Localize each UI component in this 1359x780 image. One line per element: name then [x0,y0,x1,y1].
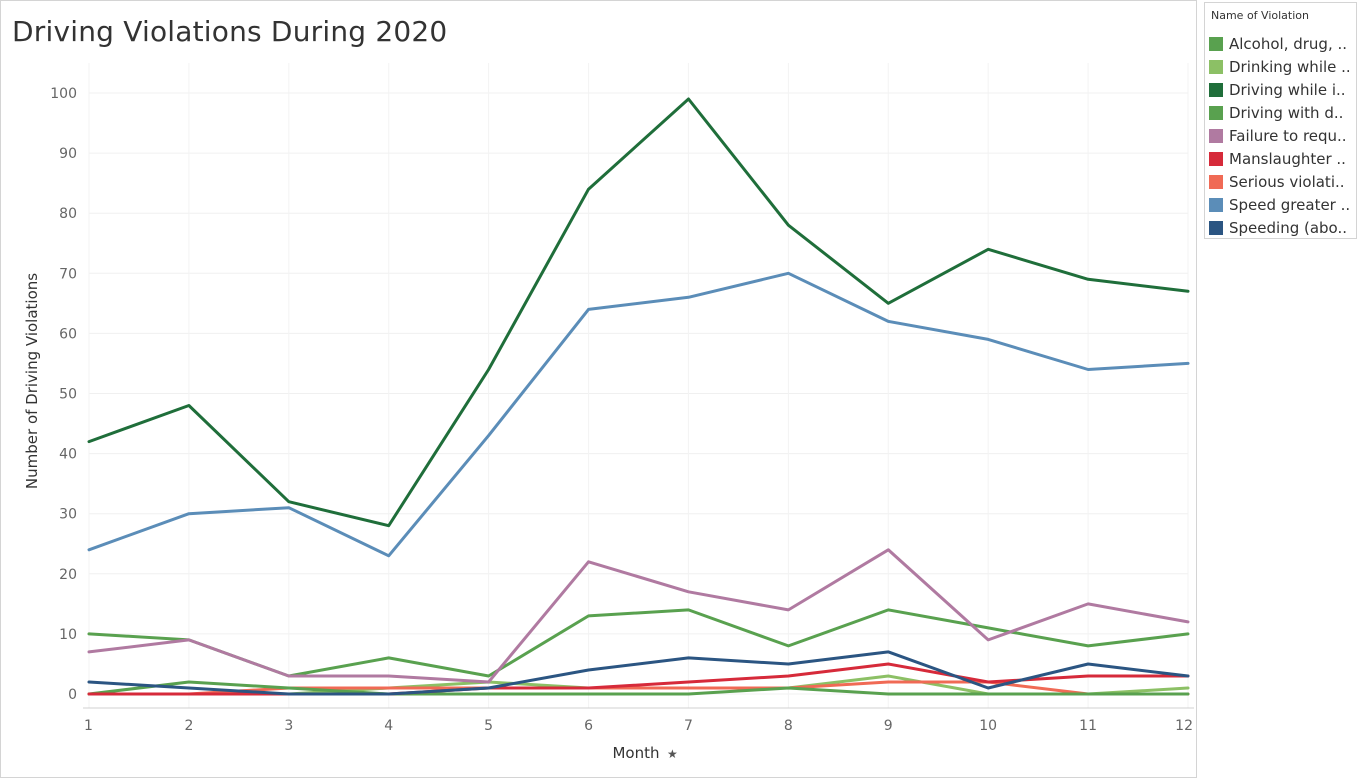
y-tick-label: 100 [50,86,77,102]
legend-label: Speeding (abo.. [1229,218,1348,237]
x-tick-label: 2 [184,718,193,734]
series-line-8 [87,271,1190,558]
legend-swatch [1209,128,1223,143]
series-line-1 [87,680,1190,696]
series-line-5 [87,548,1190,684]
legend-item[interactable]: Alcohol, drug, .. [1209,32,1354,55]
legend-item[interactable]: Speeding (abo.. [1209,216,1354,239]
y-tick-label: 60 [59,326,77,342]
legend-swatch [1209,197,1223,212]
x-tick-label: 7 [684,718,693,734]
legend-label: Speed greater .. [1229,195,1351,214]
legend-item[interactable]: Driving with d.. [1209,101,1354,124]
legend-swatch [1209,105,1223,120]
series-line-4 [87,608,1190,678]
legend-item[interactable]: Speed greater .. [1209,193,1354,216]
legend-item[interactable]: Driving while i.. [1209,78,1354,101]
y-tick-label: 10 [59,627,77,643]
x-tick-label: 3 [284,718,293,734]
x-tick-label: 5 [484,718,493,734]
legend-label: Failure to requ.. [1229,126,1347,145]
y-tick-label: 30 [59,507,77,523]
chart-title: Driving Violations During 2020 [12,15,448,48]
legend: Name of Violation Alcohol, drug, .. Drink… [1204,2,1357,239]
legend-label: Driving with d.. [1229,103,1344,122]
legend-swatch [1209,36,1223,51]
chart-area: Driving Violations During 2020 0 10 20 30 40… [0,0,1197,778]
legend-swatch [1209,82,1223,97]
x-tick-label: 12 [1175,718,1193,734]
series-line-9 [87,650,1190,696]
legend-swatch [1209,174,1223,189]
y-tick-label: 40 [59,447,77,463]
x-axis-title: Month [612,744,659,762]
x-tick-label: 9 [884,718,893,734]
y-tick-label: 80 [59,206,77,222]
y-axis-title: Number of Driving Violations [23,273,41,489]
y-tick-label: 90 [59,146,77,162]
legend-label: Driving while i.. [1229,80,1346,99]
legend-item[interactable]: Failure to requ.. [1209,124,1354,147]
y-tick-label: 70 [59,266,77,282]
x-tick-label: 8 [784,718,793,734]
legend-title: Name of Violation [1211,9,1309,22]
legend-item[interactable]: Serious violati.. [1209,170,1354,193]
y-tick-label: 20 [59,567,77,583]
pin-icon: ★ [667,747,678,761]
y-tick-label: 0 [68,687,77,703]
legend-item[interactable]: Drinking while .. [1209,55,1354,78]
legend-label: Drinking while .. [1229,57,1351,76]
legend-swatch [1209,59,1223,74]
legend-label: Alcohol, drug, .. [1229,34,1348,53]
x-tick-label: 11 [1079,718,1097,734]
legend-swatch [1209,151,1223,166]
x-tick-label: 4 [384,718,393,734]
legend-label: Serious violati.. [1229,172,1345,191]
legend-swatch [1209,220,1223,235]
x-tick-label: 10 [979,718,997,734]
y-tick-label: 50 [59,387,77,403]
x-tick-label: 1 [84,718,93,734]
legend-item[interactable]: Manslaughter .. [1209,147,1354,170]
series-line-3 [87,97,1190,528]
x-tick-label: 6 [584,718,593,734]
legend-label: Manslaughter .. [1229,149,1346,168]
